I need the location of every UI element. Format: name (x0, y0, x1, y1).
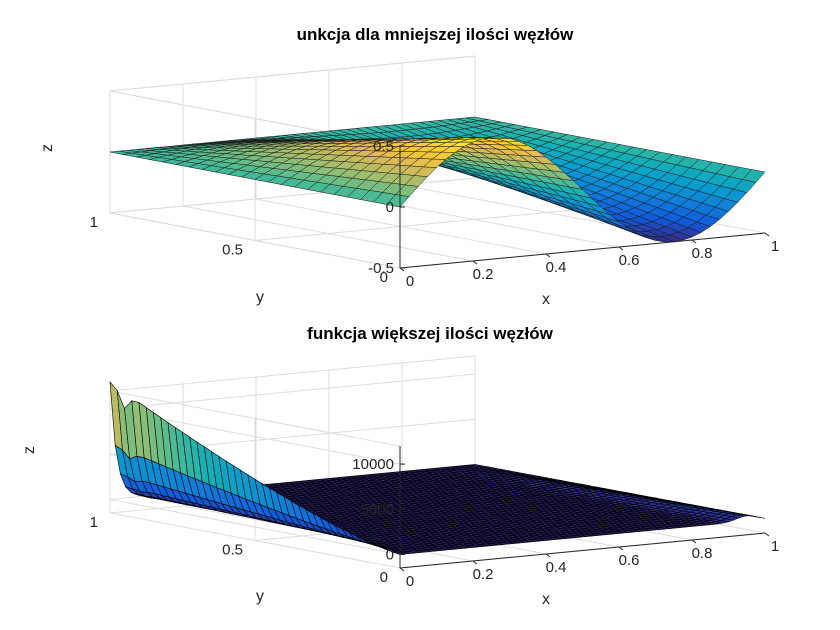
plot1-y-ticks: 00.51 (90, 214, 388, 286)
plot1-title: unkcja dla mniejszej ilości węzłów (297, 25, 575, 44)
plot1-x-tick-label: 0.6 (619, 252, 640, 269)
plot2-axes (399, 446, 766, 569)
plot2-z-label: z (21, 446, 38, 454)
plot1-x-tick-label: 0 (406, 273, 414, 290)
plot2-x-label: x (542, 591, 550, 608)
plot2-z-tick-label: 10000 (352, 456, 394, 473)
plot2-x-ticks: 0 0.2 0.4 0.6 0.8 1 (399, 532, 779, 590)
plot2-x-tick-label: 0.4 (546, 559, 567, 576)
plot1-z-ticks: -0.5 0 0.5 (368, 138, 405, 277)
plot2-z-tick-label: 5000 (361, 501, 394, 518)
plot1-y-tick-label: 0.5 (222, 242, 243, 259)
plot1-z-tick-label: -0.5 (368, 260, 394, 277)
plot2-y-ticks: 00.51 (90, 514, 388, 586)
plot1-y-label: y (256, 289, 264, 306)
plot2-z-ticks: 0 5000 10000 (352, 456, 405, 563)
surface-plot-1: unkcja dla mniejszej ilości węzłów 0 0.2 0… (39, 25, 779, 308)
plot2-y-label: y (256, 588, 264, 605)
plot2-x-tick-label: 0.6 (619, 552, 640, 569)
plot1-x-tick-label: 0.2 (473, 266, 494, 283)
plot1-x-label: x (542, 291, 550, 308)
plot2-x-tick-label: 0 (406, 573, 414, 590)
p2-surface-patch (752, 515, 766, 519)
plot1-x-tick-label: 0.4 (546, 259, 567, 276)
surface-plot-2: funkcja większej ilości węzłów 0 0.2 0.4 0.… (21, 324, 779, 608)
plot2-x-tick-label: 0.8 (692, 545, 713, 562)
p1-surface-patch (742, 169, 766, 183)
plot1-surface (109, 116, 766, 243)
plot2-surface (109, 381, 766, 555)
plot1-y-tick-label: 1 (90, 214, 98, 231)
plot1-y-tick-label: 0 (380, 269, 388, 286)
plot1-x-tick-label: 1 (771, 238, 779, 255)
plot2-z-tick-label: 0 (386, 546, 394, 563)
plot2-y-tick-label: 0.5 (222, 542, 243, 559)
plot2-x-tick-label: 0.2 (473, 566, 494, 583)
plot1-z-label: z (39, 144, 56, 152)
plot1-z-tick-label: 0 (386, 199, 394, 216)
plot2-title: funkcja większej ilości węzłów (307, 324, 553, 343)
plot1-x-tick-label: 0.8 (692, 245, 713, 262)
plot1-z-tick-label: 0.5 (373, 138, 394, 155)
plot1-x-ticks: 0 0.2 0.4 0.6 0.8 1 (399, 232, 779, 290)
plot2-y-tick-label: 1 (90, 514, 98, 531)
plot2-x-tick-label: 1 (771, 538, 779, 555)
plot2-y-tick-label: 0 (380, 569, 388, 586)
